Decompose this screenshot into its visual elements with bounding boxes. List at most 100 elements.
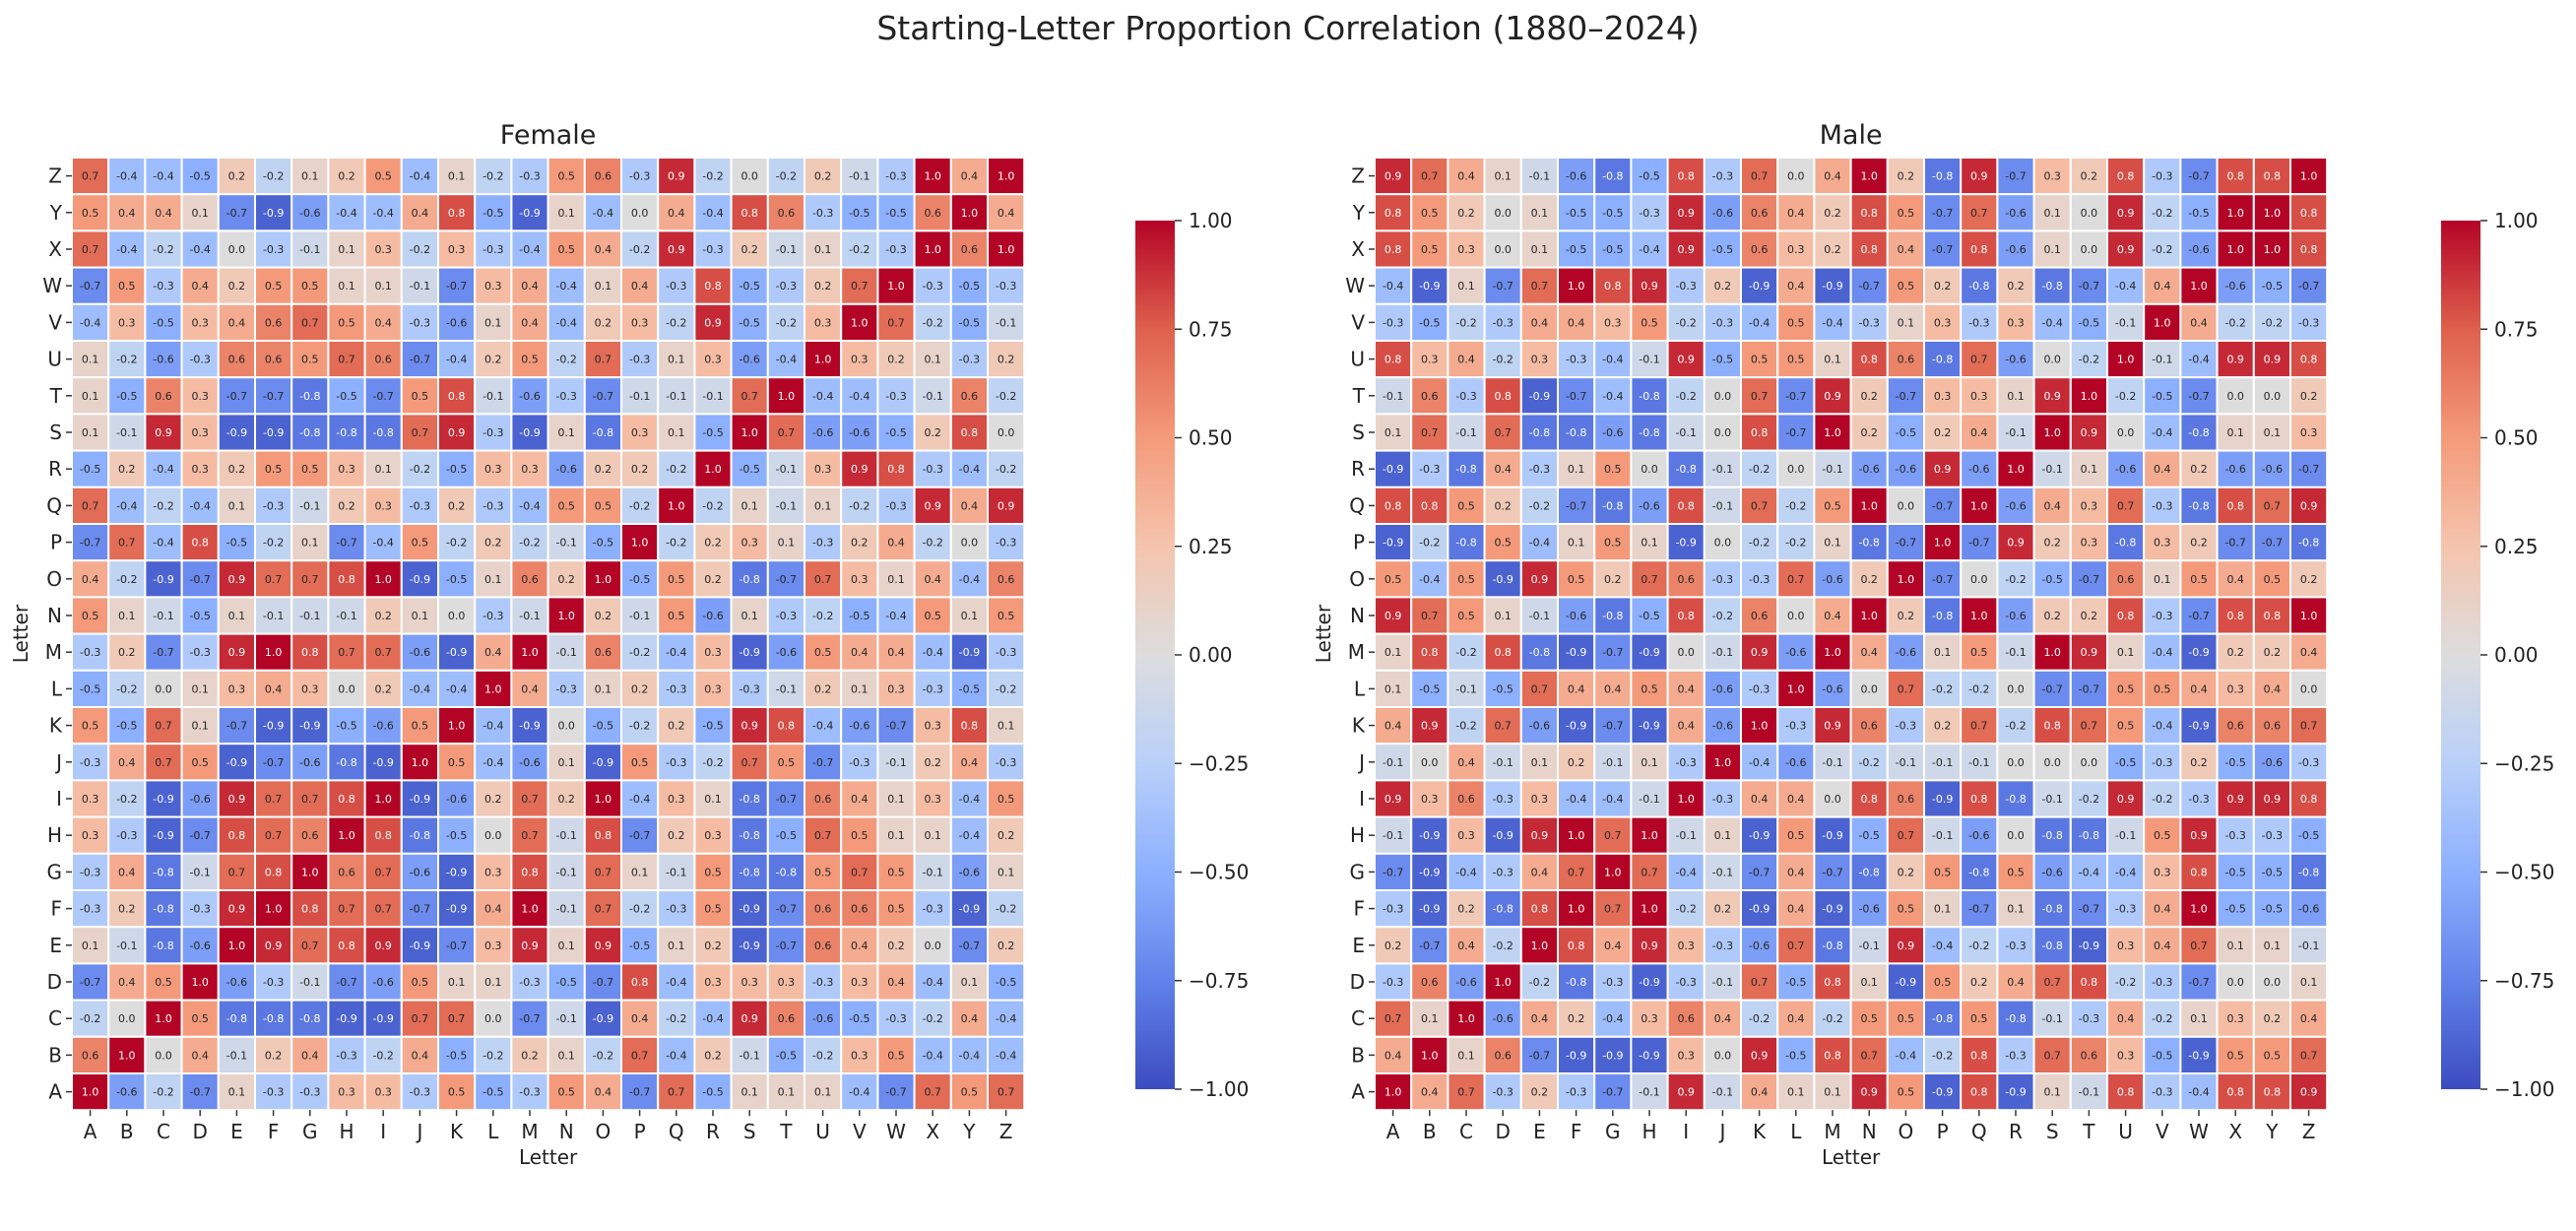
cell-value-label: -0.3	[2152, 610, 2172, 622]
cell-value-label: -0.7	[776, 939, 797, 952]
cell-value-label: 1.0	[1568, 829, 1585, 842]
cell-value-label: 0.7	[338, 903, 355, 916]
cell-value-label: -0.6	[1566, 170, 1586, 183]
cell-value-label: 0.5	[778, 756, 796, 769]
cell-value-label: 0.5	[851, 829, 869, 842]
cell-value-label: -0.4	[446, 354, 467, 366]
cell-value-label: 1.0	[1860, 170, 1878, 183]
cell-value-label: 0.4	[2117, 1012, 2135, 1025]
cell-value-label: 0.7	[265, 829, 283, 842]
cell-value-label: -0.5	[2224, 756, 2245, 769]
heatmap-cell	[657, 706, 696, 745]
cell-value-label: 0.0	[1714, 1049, 1732, 1062]
cell-value-label: 0.0	[484, 829, 502, 842]
cell-value-label: 0.8	[228, 829, 246, 842]
heatmap-cell	[949, 266, 989, 305]
cell-value-label: 0.2	[118, 463, 136, 476]
cell-value-label: 0.3	[2117, 1049, 2135, 1062]
cell-value-label: 0.0	[998, 426, 1015, 439]
cell-value-label: 0.9	[2081, 426, 2098, 439]
heatmap-cell	[71, 926, 110, 965]
cell-value-label: -0.9	[739, 903, 759, 916]
cell-value-label: 0.3	[2117, 939, 2135, 952]
figure-title: Starting-Letter Proportion Correlation (…	[876, 9, 1699, 47]
cell-value-label: -0.7	[226, 390, 247, 403]
cell-value-label: 0.1	[82, 390, 99, 403]
heatmap-cell	[144, 596, 183, 635]
cell-value-label: -0.1	[776, 682, 797, 695]
cell-value-label: -0.5	[593, 720, 613, 733]
cell-value-label: -0.2	[922, 537, 942, 550]
cell-value-label: -0.7	[80, 280, 100, 292]
heatmap-cell	[290, 229, 330, 269]
cell-value-label: -0.8	[299, 390, 320, 403]
heatmap-cell	[180, 376, 220, 416]
cell-value-label: -0.2	[2005, 573, 2026, 586]
cell-value-label: -0.9	[263, 426, 284, 439]
heatmap-cell	[107, 743, 147, 782]
cell-value-label: -0.4	[1455, 866, 1476, 878]
cell-value-label: 0.7	[1531, 682, 1549, 695]
cell-value-label: -0.6	[372, 976, 393, 989]
cell-value-label: -0.6	[2262, 756, 2283, 769]
cell-value-label: 0.0	[448, 610, 466, 622]
cell-value-label: -0.1	[483, 390, 503, 403]
cell-value-label: 0.5	[448, 756, 466, 769]
cell-value-label: 0.1	[2117, 646, 2135, 659]
cell-value-label: 0.5	[924, 610, 941, 622]
x-tick-label: X	[2228, 1120, 2242, 1143]
cell-value-label: -0.1	[1492, 756, 1513, 769]
cell-value-label: 0.9	[2300, 499, 2318, 512]
cell-value-label: 0.8	[961, 720, 979, 733]
y-tick-label: W	[1345, 274, 1365, 297]
cell-value-label: -0.2	[629, 903, 650, 916]
x-axis-label: Letter	[1822, 1145, 1881, 1169]
cell-value-label: 1.0	[631, 537, 649, 550]
cell-value-label: -0.5	[1419, 682, 1440, 695]
cell-value-label: -0.9	[226, 426, 247, 439]
cell-value-label: -0.8	[1675, 463, 1696, 476]
cell-value-label: 0.3	[2154, 537, 2171, 550]
cell-value-label: -0.4	[519, 499, 540, 512]
cell-value-label: -0.9	[1749, 903, 1770, 916]
cell-value-label: -0.7	[1822, 866, 1842, 878]
cell-value-label: -0.4	[555, 280, 576, 292]
cell-value-label: 0.1	[1531, 207, 1549, 220]
cell-value-label: -0.3	[996, 537, 1016, 550]
panel-title: Female	[500, 120, 597, 151]
cell-value-label: 0.2	[1898, 170, 1915, 183]
heatmap-cell	[363, 889, 403, 929]
cell-value-label: -0.3	[922, 903, 942, 916]
cell-value-label: -0.5	[2152, 390, 2172, 403]
cell-value-label: -0.2	[996, 463, 1016, 476]
x-tick-label: P	[634, 1120, 646, 1143]
x-tick-label: N	[1862, 1120, 1877, 1143]
cell-value-label: -0.2	[1492, 939, 1513, 952]
heatmap-cell	[657, 815, 696, 855]
cell-value-label: -0.5	[446, 1049, 467, 1062]
cell-value-label: -0.5	[2041, 573, 2062, 586]
cell-value-label: -0.3	[2262, 829, 2283, 842]
y-tick-label: M	[45, 640, 62, 664]
cell-value-label: 0.3	[191, 390, 209, 403]
cell-value-label: -0.7	[1602, 720, 1623, 733]
heatmap-cell	[987, 449, 1026, 488]
cell-value-label: 0.5	[1860, 1012, 1878, 1025]
cell-value-label: 0.4	[412, 207, 429, 220]
cell-value-label: -0.1	[1455, 682, 1476, 695]
x-tick-label: Q	[1971, 1120, 1987, 1143]
cell-value-label: -0.7	[2079, 573, 2099, 586]
heatmap-cell	[876, 632, 916, 672]
cell-value-label: -0.5	[2224, 866, 2245, 878]
cell-value-label: 0.4	[1787, 1012, 1805, 1025]
heatmap-cell	[290, 706, 330, 745]
cell-value-label: -0.9	[1822, 829, 1842, 842]
cell-value-label: -0.9	[1383, 537, 1403, 550]
cell-value-label: 0.1	[301, 537, 319, 550]
cell-value-label: 0.5	[1421, 207, 1439, 220]
cell-value-label: 1.0	[924, 243, 941, 256]
cell-value-label: 0.5	[1457, 573, 1475, 586]
cell-value-label: 0.3	[851, 976, 869, 989]
cell-value-label: 0.2	[887, 939, 905, 952]
cell-value-label: -0.5	[885, 426, 906, 439]
